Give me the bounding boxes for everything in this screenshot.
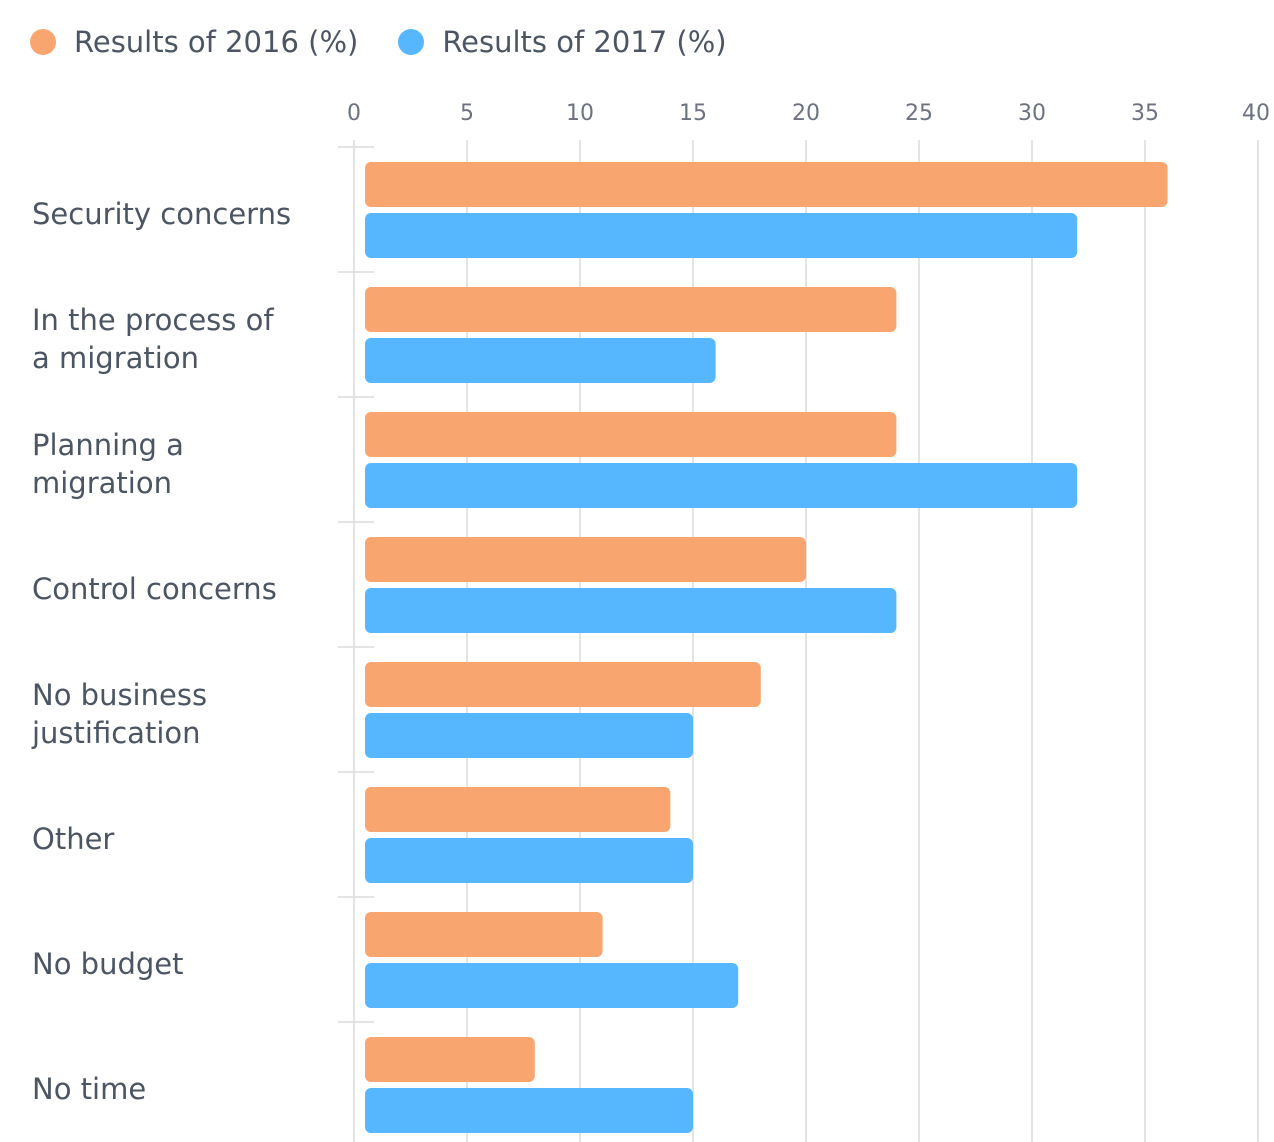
category-separators xyxy=(338,146,374,1023)
bar-2017-6 xyxy=(365,838,693,883)
bar-2016-6 xyxy=(365,787,671,832)
bar-2016-7 xyxy=(365,912,603,957)
bar-2016-8 xyxy=(365,1037,535,1082)
legend-swatch-2016 xyxy=(30,29,56,55)
category-label-8: No time xyxy=(32,1072,146,1106)
x-tick-label-20: 20 xyxy=(792,101,820,126)
legend-swatch-2017 xyxy=(398,29,425,55)
x-tick-label-30: 30 xyxy=(1018,101,1046,126)
bar-2017-1 xyxy=(365,213,1078,258)
x-tick-label-35: 35 xyxy=(1131,101,1159,126)
x-tick-label-25: 25 xyxy=(905,101,933,126)
category-label-5: No business justification xyxy=(31,678,207,750)
category-label-1: Security concerns xyxy=(32,197,291,231)
legend-label-2017: Results of 2017 (%) xyxy=(442,25,727,59)
bar-2016-2 xyxy=(365,287,897,332)
category-label-4: Control concerns xyxy=(32,572,277,606)
bar-2017-7 xyxy=(365,963,739,1008)
category-label-6: Other xyxy=(32,822,114,856)
category-label-7: No budget xyxy=(32,947,183,981)
bar-2017-8 xyxy=(365,1088,693,1133)
bar-2017-3 xyxy=(365,463,1078,508)
bar-2017-5 xyxy=(365,713,693,758)
x-tick-label-40: 40 xyxy=(1242,101,1270,126)
legend: Results of 2016 (%) Results of 2017 (%) xyxy=(30,20,767,64)
legend-item-2016: Results of 2016 (%) xyxy=(30,25,358,59)
bar-2016-5 xyxy=(365,662,761,707)
bar-2016-1 xyxy=(365,162,1168,207)
bars xyxy=(365,162,1168,1133)
legend-item-2017: Results of 2017 (%) xyxy=(398,25,727,59)
bar-2017-4 xyxy=(365,588,897,633)
bar-2016-3 xyxy=(365,412,897,457)
category-label-3: Planning a migration xyxy=(32,428,184,500)
x-tick-label-15: 15 xyxy=(679,101,707,126)
category-labels: Security concerns In the process of a migr… xyxy=(31,197,291,1106)
x-tick-label-0: 0 xyxy=(347,101,361,126)
x-axis-tick-labels: 0 5 10 15 20 25 30 35 40 xyxy=(347,101,1270,126)
bar-2017-2 xyxy=(365,338,716,383)
bar-2016-4 xyxy=(365,537,806,582)
category-label-2: In the process of a migration xyxy=(32,303,274,375)
legend-label-2016: Results of 2016 (%) xyxy=(74,25,359,59)
x-tick-label-5: 5 xyxy=(460,101,474,126)
x-tick-label-10: 10 xyxy=(566,101,594,126)
